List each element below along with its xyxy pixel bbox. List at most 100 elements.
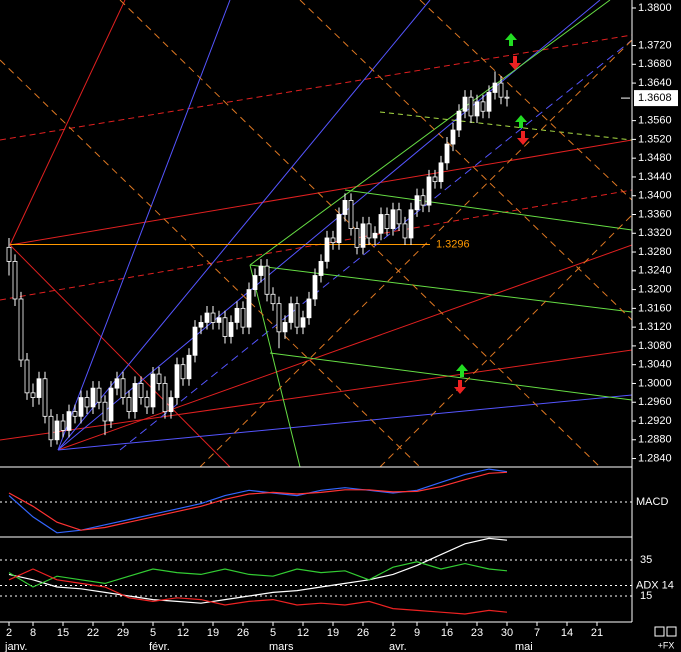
candle-body [426,176,432,206]
indicator-line [8,561,508,588]
y-tick-label: 15 [640,590,652,602]
down-arrow [517,131,529,145]
month-label: avr. [389,641,407,652]
x-tick-label: 14 [561,627,573,639]
candle-body [462,96,468,112]
candle-body [108,387,114,422]
x-tick-label: 19 [327,627,339,639]
candle-body [366,223,372,239]
y-tick-label: 1.3000 [638,377,672,389]
candle-body [174,364,180,398]
candle-body [348,200,354,229]
candle-body [60,420,66,431]
trend-line [249,264,632,313]
trend-line [119,0,601,467]
trend-line [57,394,632,451]
frame [0,0,677,637]
x-tick-label: 29 [117,627,129,639]
y-tick-label: 1.3080 [638,340,672,352]
y-tick-label: 1.3720 [638,39,672,51]
trend-line [0,34,632,141]
candle-body [270,293,276,305]
candle-body [138,383,144,398]
y-tick-label: 1.3520 [638,133,672,145]
candle-body [168,397,174,413]
candle-body [264,265,270,295]
y-tick-label: 1.2880 [638,434,672,446]
x-tick-label: 15 [57,627,69,639]
down-arrow [509,56,521,70]
x-tick-label: 9 [414,627,420,639]
candle-body [6,246,12,262]
candle-body [132,383,138,413]
candle-body [18,298,24,361]
candle-body [12,261,18,300]
trend-line [9,244,231,467]
x-tick-label: 26 [237,627,249,639]
candle-body [192,326,198,356]
level-label: 1.3296 [436,238,470,250]
candle-body [54,420,60,441]
last-price-box [634,90,678,107]
candle-body [276,303,282,333]
panel-title: MACD [636,496,668,508]
trend-line [379,111,632,141]
y-tick-label: 1.3640 [638,77,672,89]
candle-body [396,209,402,225]
y-tick-label: 1.3280 [638,246,672,258]
trend-line [269,352,632,401]
candle-body [384,214,390,229]
candle-body [114,378,120,389]
candle-body [222,317,228,337]
x-tick-label: 30 [501,627,513,639]
candle-body [318,261,324,276]
up-arrow [515,115,527,128]
candle-body [30,392,36,398]
candle-body [306,298,312,319]
candle-body [258,265,264,276]
candle-body [204,312,210,323]
indicator-line [8,537,508,604]
candle-body [186,354,192,380]
candle-body [210,312,216,323]
down-arrow [454,380,466,394]
trend-line [0,59,421,467]
candle-body [234,307,240,323]
candle-body [36,378,42,398]
trend-line [299,0,632,321]
x-tick-label: 22 [87,627,99,639]
month-label: mai [515,641,533,652]
last-price-label: 1.3608 [638,92,672,104]
candle-body [228,322,234,337]
candle-body [312,275,318,300]
y-tick-label: 1.3400 [638,190,672,202]
y-tick-label: 1.3320 [638,227,672,239]
candles [6,71,510,447]
candle-body [96,387,102,403]
trend-line [249,0,611,266]
x-tick-label: 16 [441,627,453,639]
trend-line [419,0,632,201]
x-tick-label: 5 [150,627,156,639]
x-tick-label: 8 [30,627,36,639]
candle-body [198,322,204,328]
candle-body [438,162,444,183]
candle-body [432,176,438,183]
up-arrow [456,364,468,377]
candle-body [294,303,300,328]
candle-body [492,82,498,93]
candle-body [180,364,186,380]
trend-line [344,189,632,231]
candle-body [408,209,414,239]
trend-line [57,0,601,451]
indicator-line [8,471,508,531]
y-tick-label: 35 [640,554,652,566]
y-tick-label: 1.3360 [638,208,672,220]
candle-body [24,359,30,394]
panel-title: ADX 14 [636,579,674,591]
candle-body [372,232,378,239]
candle-body [300,317,306,328]
candle-body [78,397,84,417]
corner-box [654,626,665,637]
candle-body [324,237,330,262]
